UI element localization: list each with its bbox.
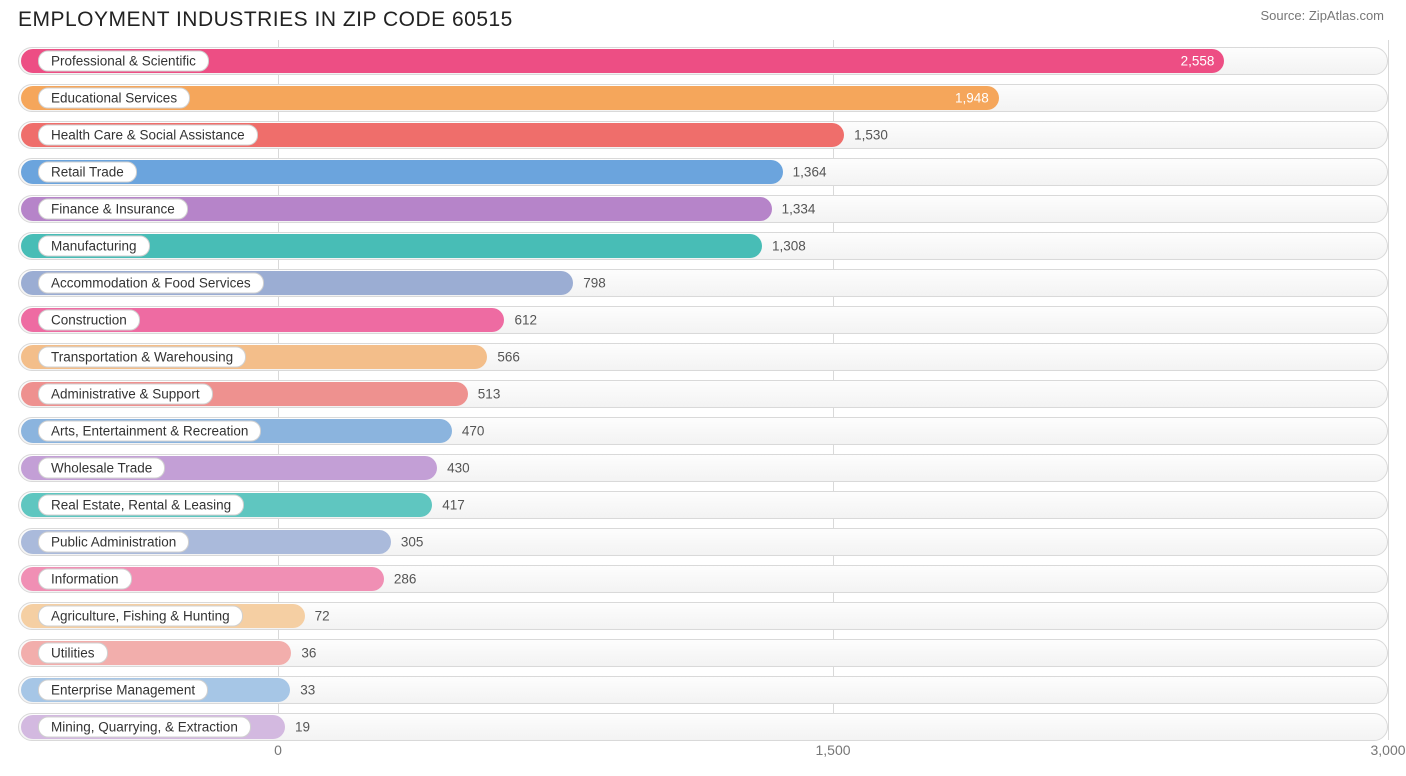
category-pill: Construction: [38, 310, 140, 331]
category-pill: Manufacturing: [38, 236, 150, 257]
value-label: 1,948: [955, 91, 989, 106]
bar-row: Professional & Scientific 2,558: [18, 44, 1388, 78]
category-pill: Mining, Quarrying, & Extraction: [38, 717, 251, 738]
value-label: 798: [583, 276, 606, 291]
category-pill: Health Care & Social Assistance: [38, 125, 258, 146]
chart-source: Source: ZipAtlas.com: [1260, 8, 1384, 23]
category-pill: Educational Services: [38, 88, 190, 109]
bar-row: Arts, Entertainment & Recreation 470: [18, 414, 1388, 448]
category-pill: Finance & Insurance: [38, 199, 188, 220]
category-pill: Agriculture, Fishing & Hunting: [38, 606, 243, 627]
bar-row: Educational Services 1,948: [18, 81, 1388, 115]
axis-tick-label: 1,500: [815, 742, 850, 758]
bar-row: Retail Trade 1,364: [18, 155, 1388, 189]
value-label: 72: [315, 609, 330, 624]
bar-row: Manufacturing 1,308: [18, 229, 1388, 263]
category-pill: Professional & Scientific: [38, 51, 209, 72]
value-label: 1,334: [782, 202, 816, 217]
chart-zone: Professional & Scientific 2,558 Educationa…: [18, 40, 1388, 740]
category-pill: Utilities: [38, 643, 108, 664]
value-label: 36: [301, 646, 316, 661]
value-label: 286: [394, 572, 417, 587]
value-label: 430: [447, 461, 470, 476]
value-label: 2,558: [1181, 54, 1215, 69]
value-label: 612: [514, 313, 537, 328]
category-pill: Information: [38, 569, 132, 590]
bar-row: Finance & Insurance 1,334: [18, 192, 1388, 226]
chart-header: EMPLOYMENT INDUSTRIES IN ZIP CODE 60515 …: [0, 0, 1406, 34]
value-label: 566: [497, 350, 520, 365]
category-pill: Public Administration: [38, 532, 189, 553]
category-pill: Enterprise Management: [38, 680, 208, 701]
bar-row: Public Administration 305: [18, 525, 1388, 559]
gridline: [1388, 40, 1389, 740]
category-pill: Accommodation & Food Services: [38, 273, 264, 294]
bars-container: Professional & Scientific 2,558 Educationa…: [18, 40, 1388, 744]
bar-row: Agriculture, Fishing & Hunting 72: [18, 599, 1388, 633]
chart-title: EMPLOYMENT INDUSTRIES IN ZIP CODE 60515: [18, 8, 513, 32]
value-label: 417: [442, 498, 465, 513]
value-label: 1,530: [854, 128, 888, 143]
category-pill: Administrative & Support: [38, 384, 213, 405]
value-label: 1,308: [772, 239, 806, 254]
value-label: 1,364: [793, 165, 827, 180]
bar-row: Information 286: [18, 562, 1388, 596]
x-axis: 01,5003,000: [18, 736, 1388, 766]
bar-row: Transportation & Warehousing 566: [18, 340, 1388, 374]
bar-row: Wholesale Trade 430: [18, 451, 1388, 485]
value-label: 305: [401, 535, 424, 550]
bar-row: Administrative & Support 513: [18, 377, 1388, 411]
bar-row: Real Estate, Rental & Leasing 417: [18, 488, 1388, 522]
bar-row: Utilities 36: [18, 636, 1388, 670]
category-pill: Arts, Entertainment & Recreation: [38, 421, 261, 442]
category-pill: Transportation & Warehousing: [38, 347, 246, 368]
category-pill: Real Estate, Rental & Leasing: [38, 495, 244, 516]
bar-row: Enterprise Management 33: [18, 673, 1388, 707]
bar-row: Construction 612: [18, 303, 1388, 337]
value-label: 513: [478, 387, 501, 402]
value-label: 19: [295, 720, 310, 735]
value-label: 33: [300, 683, 315, 698]
value-label: 470: [462, 424, 485, 439]
axis-tick-label: 0: [274, 742, 282, 758]
category-pill: Wholesale Trade: [38, 458, 165, 479]
bar-row: Accommodation & Food Services 798: [18, 266, 1388, 300]
axis-tick-label: 3,000: [1370, 742, 1405, 758]
bar-row: Health Care & Social Assistance 1,530: [18, 118, 1388, 152]
category-pill: Retail Trade: [38, 162, 137, 183]
